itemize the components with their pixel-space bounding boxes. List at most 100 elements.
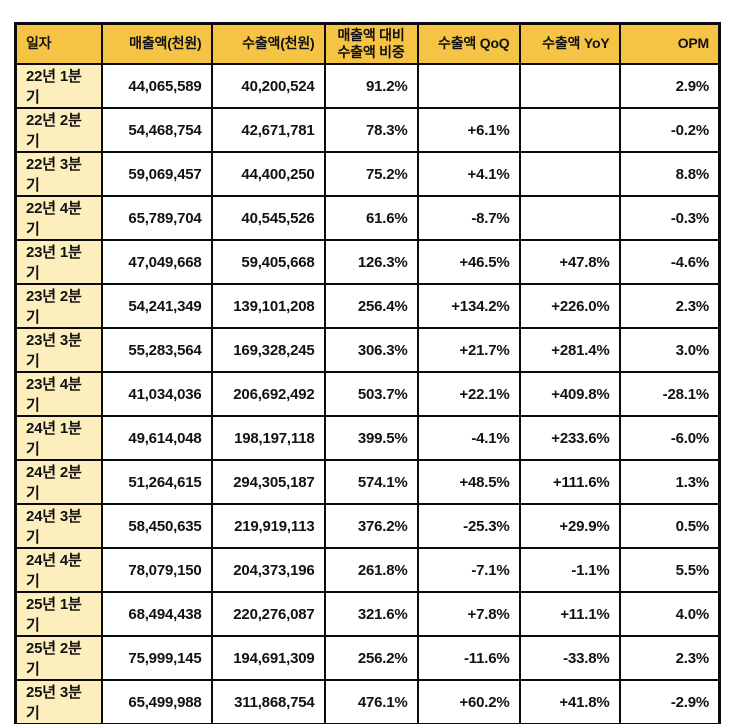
cell-revenue: 47,049,668 [100,239,213,285]
table-row: 22년 3분기 59,069,457 44,400,250 75.2% +4.1% 8.8… [14,151,721,197]
cell-date: 24년 3분기 [14,503,103,549]
cell-export: 219,919,113 [210,503,326,549]
cell-export-yoy: -1.1% [518,547,621,593]
cell-export-qoq: -4.1% [416,415,521,461]
cell-revenue: 65,499,988 [100,679,213,724]
cell-opm: 2.3% [618,283,721,329]
cell-export: 169,328,245 [210,327,326,373]
cell-revenue: 78,079,150 [100,547,213,593]
cell-export-ratio: 75.2% [323,151,419,197]
cell-export-yoy: +11.1% [518,591,621,637]
cell-date: 24년 2분기 [14,459,103,505]
cell-export-ratio: 399.5% [323,415,419,461]
col-header-export-ratio: 매출액 대비 수출액 비중 [323,22,419,65]
table-row: 22년 1분기 44,065,589 40,200,524 91.2% 2.9% [14,63,721,109]
cell-revenue: 44,065,589 [100,63,213,109]
cell-export: 59,405,668 [210,239,326,285]
col-header-date: 일자 [14,22,103,65]
cell-export-ratio: 78.3% [323,107,419,153]
cell-opm: -28.1% [618,371,721,417]
cell-date: 25년 3분기 [14,679,103,724]
cell-opm: 1.3% [618,459,721,505]
cell-export-yoy: +29.9% [518,503,621,549]
cell-export-yoy: -33.8% [518,635,621,681]
cell-export-ratio: 256.4% [323,283,419,329]
cell-revenue: 49,614,048 [100,415,213,461]
cell-revenue: 68,494,438 [100,591,213,637]
cell-export-ratio: 256.2% [323,635,419,681]
cell-export-yoy: +226.0% [518,283,621,329]
table-body: 22년 1분기 44,065,589 40,200,524 91.2% 2.9% 22년 … [14,63,721,724]
table-row: 23년 1분기 47,049,668 59,405,668 126.3% +46.5% +… [14,239,721,285]
cell-opm: 5.5% [618,547,721,593]
col-header-revenue: 매출액(천원) [100,22,213,65]
cell-export-qoq: +48.5% [416,459,521,505]
cell-export: 204,373,196 [210,547,326,593]
cell-export-qoq: -8.7% [416,195,521,241]
cell-date: 24년 4분기 [14,547,103,593]
cell-opm: 3.0% [618,327,721,373]
table-row: 22년 2분기 54,468,754 42,671,781 78.3% +6.1% -0.… [14,107,721,153]
cell-revenue: 58,450,635 [100,503,213,549]
cell-revenue: 65,789,704 [100,195,213,241]
cell-export-qoq: -25.3% [416,503,521,549]
cell-revenue: 41,034,036 [100,371,213,417]
cell-export-yoy: +111.6% [518,459,621,505]
cell-export-qoq: +21.7% [416,327,521,373]
cell-export-qoq: +134.2% [416,283,521,329]
cell-opm: -0.2% [618,107,721,153]
cell-date: 22년 1분기 [14,63,103,109]
cell-export: 206,692,492 [210,371,326,417]
table-row: 24년 3분기 58,450,635 219,919,113 376.2% -25.3%… [14,503,721,549]
table-row: 25년 2분기 75,999,145 194,691,309 256.2% -11.6%… [14,635,721,681]
cell-export-ratio: 91.2% [323,63,419,109]
cell-export: 311,868,754 [210,679,326,724]
cell-export: 139,101,208 [210,283,326,329]
cell-date: 25년 1분기 [14,591,103,637]
cell-export-qoq: -7.1% [416,547,521,593]
table-header: 일자 매출액(천원) 수출액(천원) 매출액 대비 수출액 비중 수출액 QoQ 수출액 … [14,22,721,65]
cell-date: 22년 2분기 [14,107,103,153]
cell-export: 198,197,118 [210,415,326,461]
cell-date: 23년 4분기 [14,371,103,417]
cell-revenue: 75,999,145 [100,635,213,681]
table-row: 24년 1분기 49,614,048 198,197,118 399.5% -4.1% +… [14,415,721,461]
cell-revenue: 55,283,564 [100,327,213,373]
cell-export-yoy [518,151,621,197]
cell-export-yoy: +409.8% [518,371,621,417]
table-row: 25년 3분기 65,499,988 311,868,754 476.1% +60.2%… [14,679,721,724]
quarterly-financial-table: 일자 매출액(천원) 수출액(천원) 매출액 대비 수출액 비중 수출액 QoQ 수출액 … [14,22,721,724]
cell-export-qoq: +7.8% [416,591,521,637]
cell-export-ratio: 321.6% [323,591,419,637]
cell-export-ratio: 503.7% [323,371,419,417]
cell-date: 23년 3분기 [14,327,103,373]
cell-export-yoy: +281.4% [518,327,621,373]
cell-export-yoy: +41.8% [518,679,621,724]
cell-export-qoq [416,63,521,109]
cell-opm: -2.9% [618,679,721,724]
cell-date: 23년 1분기 [14,239,103,285]
table-row: 23년 4분기 41,034,036 206,692,492 503.7% +22.1%… [14,371,721,417]
cell-export-ratio: 376.2% [323,503,419,549]
col-header-opm: OPM [618,22,721,65]
cell-revenue: 54,468,754 [100,107,213,153]
cell-export: 194,691,309 [210,635,326,681]
cell-opm: 4.0% [618,591,721,637]
col-header-export-qoq: 수출액 QoQ [416,22,521,65]
cell-export-qoq: +6.1% [416,107,521,153]
cell-date: 24년 1분기 [14,415,103,461]
table-row: 22년 4분기 65,789,704 40,545,526 61.6% -8.7% -0.… [14,195,721,241]
cell-export-ratio: 574.1% [323,459,419,505]
cell-opm: 0.5% [618,503,721,549]
cell-date: 22년 4분기 [14,195,103,241]
cell-export-yoy [518,195,621,241]
cell-export-ratio: 476.1% [323,679,419,724]
cell-export-ratio: 261.8% [323,547,419,593]
cell-export-ratio: 126.3% [323,239,419,285]
cell-opm: -4.6% [618,239,721,285]
cell-export-ratio: 61.6% [323,195,419,241]
cell-revenue: 54,241,349 [100,283,213,329]
table-row: 24년 4분기 78,079,150 204,373,196 261.8% -7.1% -… [14,547,721,593]
cell-export-qoq: +60.2% [416,679,521,724]
